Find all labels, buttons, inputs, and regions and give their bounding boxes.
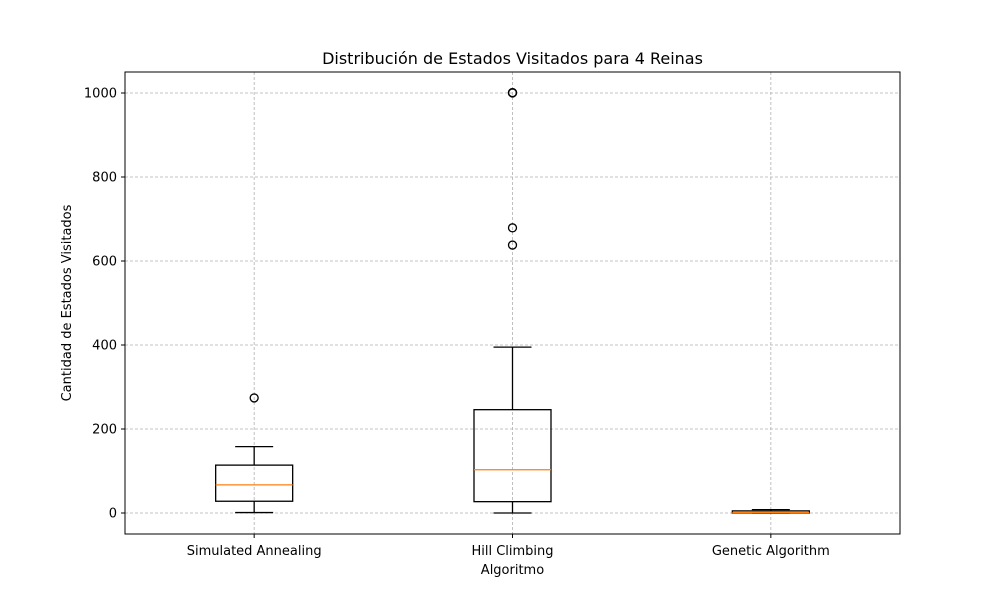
- y-tick-label: 200: [92, 423, 117, 438]
- x-axis-label: Algoritmo: [481, 563, 544, 578]
- iqr-box: [473, 409, 552, 503]
- y-tick-label: 400: [92, 339, 117, 354]
- x-tick-label: Hill Climbing: [471, 544, 553, 559]
- y-tick-label: 1000: [84, 87, 117, 102]
- outlier-point: [507, 240, 518, 250]
- grid-layer: [125, 72, 900, 534]
- box-group: [731, 508, 810, 514]
- box-layer: [215, 87, 810, 514]
- tick-layer: 0 200 400 600 800 1000 Simulated Annealing Hill…: [84, 87, 830, 560]
- outlier-point: [507, 87, 518, 98]
- box-group: [473, 87, 552, 514]
- outlier-point: [507, 223, 518, 233]
- x-tick-label: Genetic Algorithm: [712, 544, 830, 559]
- y-tick-label: 0: [109, 507, 117, 522]
- box-group: [215, 393, 294, 514]
- x-tick-label: Simulated Annealing: [187, 544, 322, 559]
- y-axis-label: Cantidad de Estados Visitados: [60, 204, 75, 401]
- iqr-box: [215, 464, 294, 502]
- outlier-point: [249, 393, 259, 403]
- chart-title: Distribución de Estados Visitados para 4…: [322, 49, 703, 68]
- y-tick-label: 600: [92, 255, 117, 270]
- y-tick-label: 800: [92, 171, 117, 186]
